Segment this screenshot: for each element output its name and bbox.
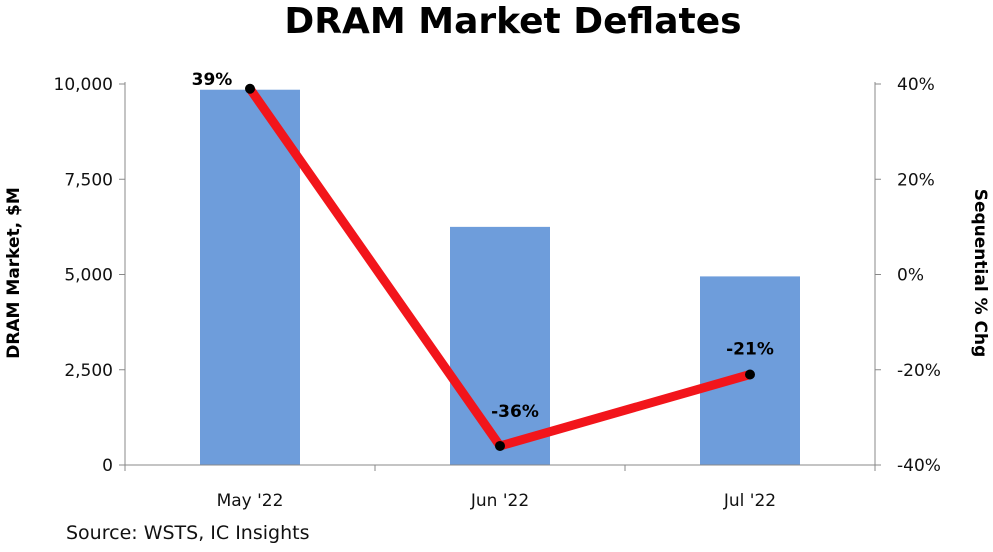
chart-title: DRAM Market Deflates bbox=[284, 1, 741, 42]
y-tick-label: 2,500 bbox=[64, 361, 113, 381]
y2-tick-label: 40% bbox=[897, 75, 935, 95]
y2-tick-label: -40% bbox=[897, 456, 941, 476]
y-tick-label: 10,000 bbox=[54, 75, 113, 95]
line-data-label-1: -36% bbox=[491, 402, 539, 422]
y-tick-label: 5,000 bbox=[64, 266, 113, 286]
y-tick-label: 0 bbox=[102, 456, 113, 476]
y-tick-label: 7,500 bbox=[64, 170, 113, 190]
bar-1 bbox=[450, 226, 550, 465]
y2-tick-label: 20% bbox=[897, 170, 935, 190]
right-axis-ticks: -40% -20% 0% 20% 40% bbox=[875, 75, 941, 476]
y2-tick-label: 0% bbox=[897, 266, 924, 286]
line-point-2 bbox=[745, 369, 755, 380]
y2-tick-label: -20% bbox=[897, 361, 941, 381]
line-point-1 bbox=[495, 440, 505, 451]
source-note: Source: WSTS, IC Insights bbox=[66, 522, 310, 544]
line-series: 39% -36% -21% bbox=[192, 70, 774, 451]
x-axis-ticks: May '22 Jun '22 Jul '22 bbox=[124, 465, 876, 511]
x-tick-label: Jun '22 bbox=[470, 491, 529, 511]
bar-0 bbox=[200, 89, 300, 465]
line-data-label-0: 39% bbox=[192, 70, 233, 90]
x-tick-label: May '22 bbox=[217, 491, 284, 511]
y2-axis-title: Sequential % Chg bbox=[970, 189, 990, 358]
line-point-0 bbox=[245, 83, 255, 94]
x-tick-label: Jul '22 bbox=[723, 491, 776, 511]
line-data-label-2: -21% bbox=[726, 340, 774, 360]
bar-series bbox=[200, 89, 800, 465]
y-axis-title: DRAM Market, $M bbox=[4, 187, 24, 359]
left-axis-ticks: 0 2,500 5,000 7,500 10,000 bbox=[54, 75, 125, 476]
